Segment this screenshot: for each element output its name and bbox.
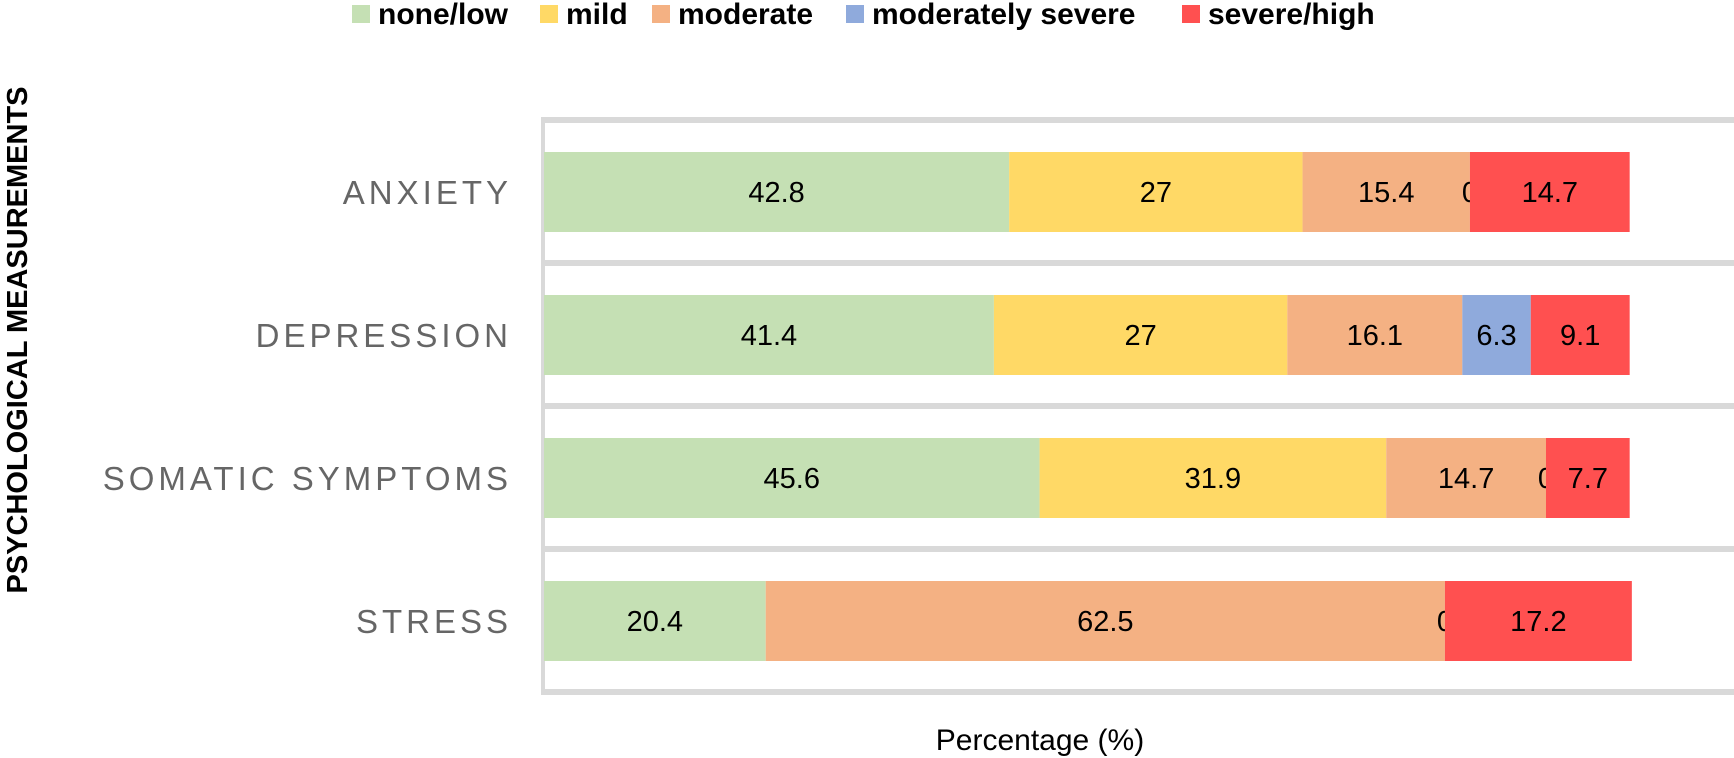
data-label: 20.4	[627, 606, 683, 638]
bar-segment	[1386, 438, 1546, 518]
legend-entry: none/low	[378, 0, 509, 31]
gridline	[544, 117, 1734, 123]
bar-segment	[1039, 438, 1387, 518]
bar-segment	[544, 581, 766, 661]
data-label: 27	[1124, 320, 1156, 352]
gridline	[544, 689, 1734, 695]
bar-segment	[1530, 295, 1630, 375]
bar-segment	[1462, 295, 1531, 375]
legend-swatch	[1182, 5, 1200, 23]
bar-segment	[544, 152, 1010, 232]
x-axis-label: Percentage (%)	[936, 724, 1144, 757]
legend: none/low mild moderate moderately severe sev…	[352, 0, 1375, 31]
data-label: 9.1	[1560, 320, 1600, 352]
data-label: 42.8	[748, 177, 804, 209]
category-label: ANXIETY	[343, 174, 512, 211]
legend-entry: moderate	[678, 0, 813, 31]
data-label: 17.2	[1510, 606, 1566, 638]
category-label: SOMATIC SYMPTOMS	[103, 460, 512, 497]
data-label: 14.7	[1522, 177, 1578, 209]
data-label: 41.4	[741, 320, 797, 352]
gridline	[544, 546, 1734, 552]
bar-segment	[544, 438, 1040, 518]
data-label: 6.3	[1476, 320, 1516, 352]
bar-segment	[1009, 152, 1303, 232]
data-label: 62.5	[1077, 606, 1133, 638]
legend-swatch	[846, 5, 864, 23]
bar-segment	[1302, 152, 1470, 232]
bar-segment	[544, 295, 994, 375]
bar-segment	[1287, 295, 1463, 375]
legend-swatch	[540, 5, 558, 23]
y-axis-line	[541, 117, 545, 695]
gridline	[544, 403, 1734, 409]
bar-segment	[765, 581, 1445, 661]
data-label: 27	[1140, 177, 1172, 209]
data-label: 15.4	[1358, 177, 1414, 209]
category-label: DEPRESSION	[256, 317, 512, 354]
category-label: STRESS	[356, 603, 512, 640]
data-label: 31.9	[1185, 463, 1241, 495]
bar-segment	[1545, 438, 1630, 518]
plot-area: ANXIETY42.82715.4014.7DEPRESSION41.42716…	[103, 117, 1734, 695]
bar-segment	[993, 295, 1288, 375]
legend-entry: mild	[566, 0, 628, 31]
data-label: 7.7	[1568, 463, 1608, 495]
bar-segment	[1444, 581, 1632, 661]
data-label: 45.6	[764, 463, 820, 495]
y-axis-label: PSYCHOLOGICAL MEASUREMENTS	[2, 86, 34, 593]
legend-entry: severe/high	[1208, 0, 1375, 31]
data-label: 14.7	[1438, 463, 1494, 495]
data-label: 16.1	[1347, 320, 1403, 352]
legend-swatch	[652, 5, 670, 23]
bar-segment	[1469, 152, 1630, 232]
legend-swatch	[352, 5, 370, 23]
gridline	[544, 260, 1734, 266]
legend-entry: moderately severe	[872, 0, 1136, 31]
